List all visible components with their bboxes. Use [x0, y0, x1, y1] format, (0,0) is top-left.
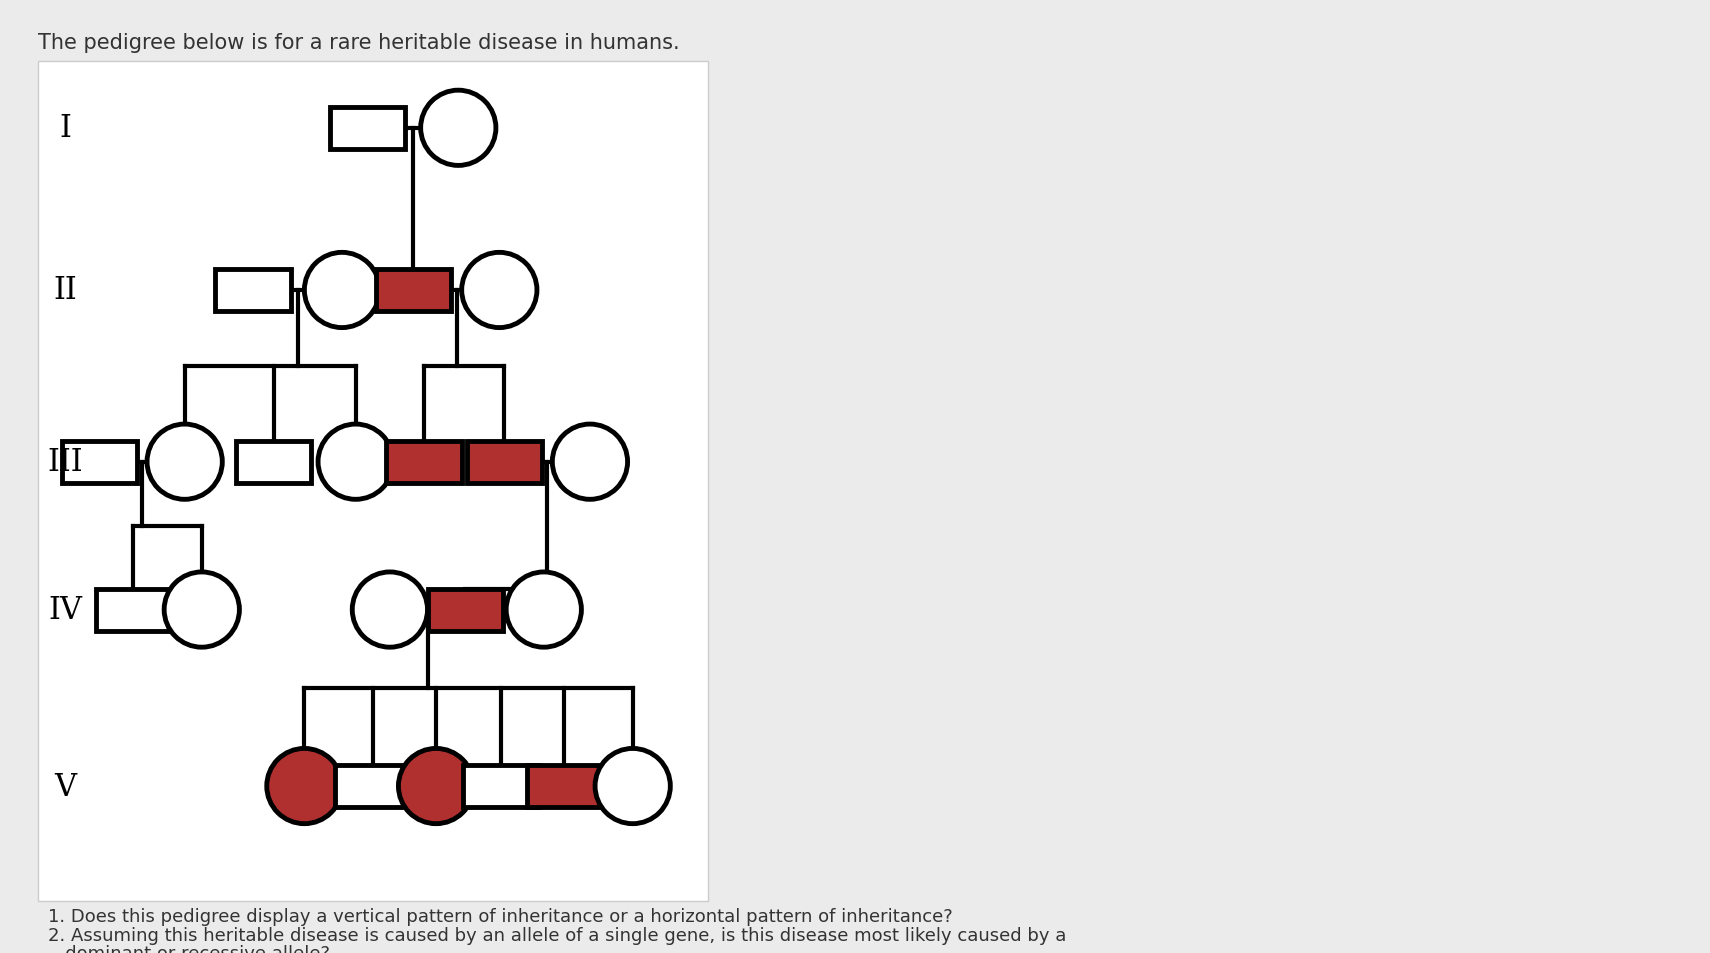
Bar [386, 441, 462, 483]
Ellipse shape [147, 425, 222, 499]
Bar [467, 441, 542, 483]
Text: I: I [60, 113, 70, 144]
Ellipse shape [506, 573, 581, 647]
Text: IV: IV [48, 595, 82, 625]
Ellipse shape [267, 749, 342, 823]
FancyBboxPatch shape [38, 62, 708, 901]
Bar [376, 270, 451, 312]
Ellipse shape [552, 425, 628, 499]
Text: III: III [48, 447, 82, 477]
Text: 1. Does this pedigree display a vertical pattern of inheritance or a horizontal : 1. Does this pedigree display a vertical… [48, 907, 952, 925]
Ellipse shape [595, 749, 670, 823]
Ellipse shape [318, 425, 393, 499]
Bar [428, 589, 503, 631]
Ellipse shape [462, 253, 537, 328]
Bar [335, 765, 410, 807]
Text: dominant or recessive allele?: dominant or recessive allele? [48, 944, 330, 953]
Text: II: II [53, 275, 77, 306]
Bar [236, 441, 311, 483]
Ellipse shape [352, 573, 428, 647]
Ellipse shape [304, 253, 380, 328]
Bar [62, 441, 137, 483]
Bar [96, 589, 171, 631]
Text: V: V [55, 771, 75, 801]
Ellipse shape [421, 91, 496, 166]
Text: The pedigree below is for a rare heritable disease in humans.: The pedigree below is for a rare heritab… [38, 33, 679, 53]
Bar [527, 765, 602, 807]
Text: 2. Assuming this heritable disease is caused by an allele of a single gene, is t: 2. Assuming this heritable disease is ca… [48, 926, 1067, 944]
Bar [330, 108, 405, 150]
Ellipse shape [164, 573, 239, 647]
Ellipse shape [398, 749, 474, 823]
Bar [463, 765, 539, 807]
Bar [215, 270, 291, 312]
